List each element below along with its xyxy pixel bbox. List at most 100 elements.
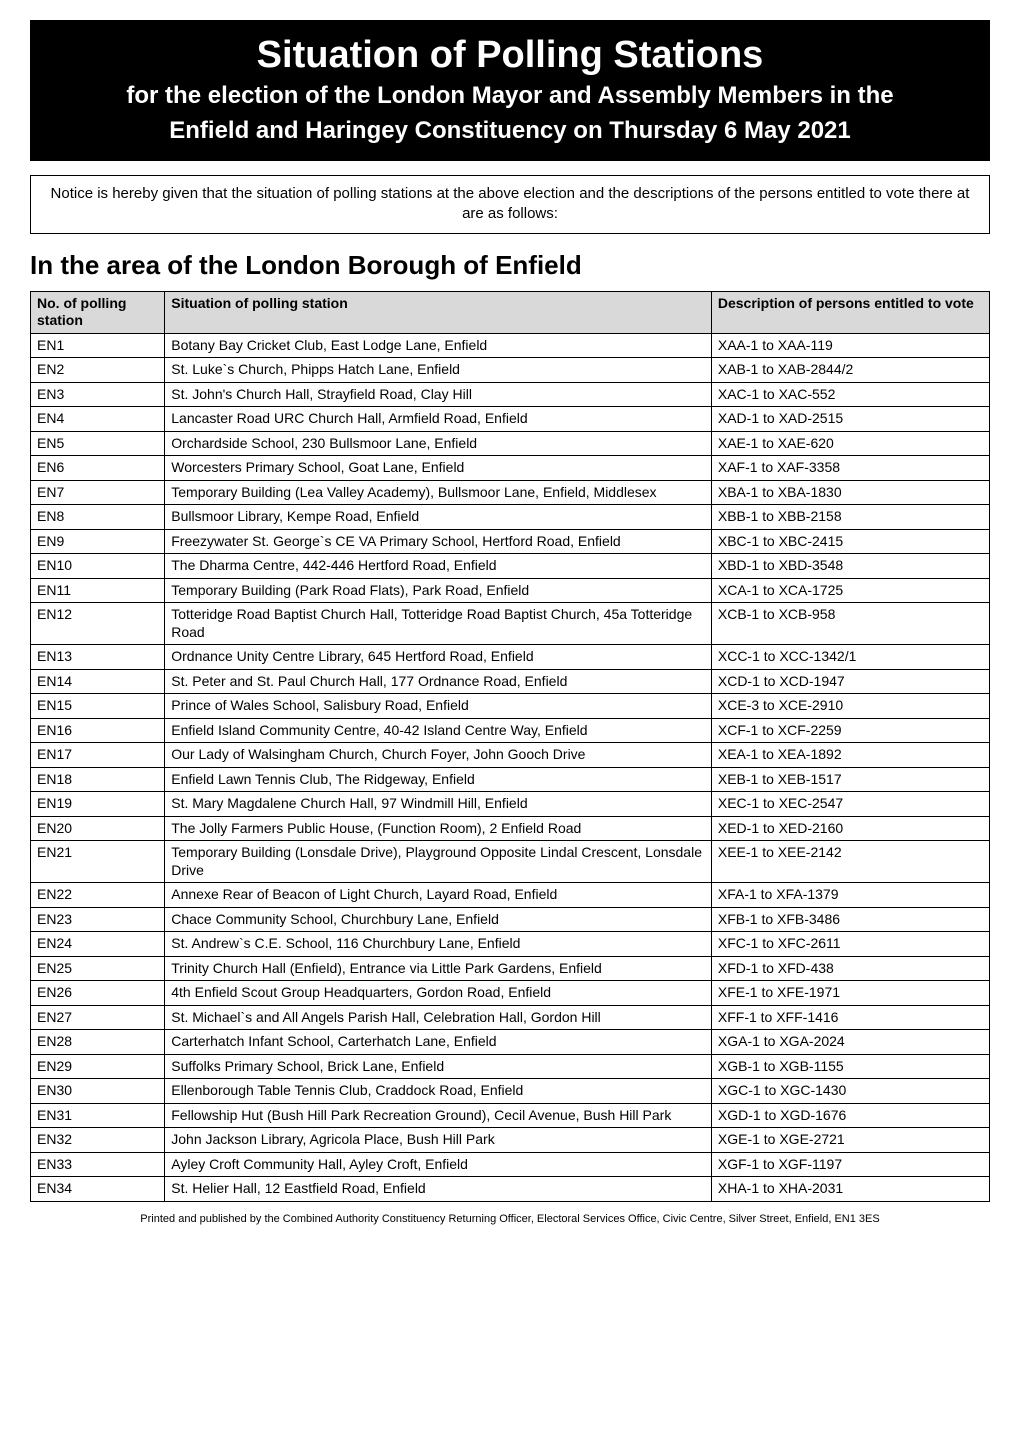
table-cell: EN29 xyxy=(31,1054,165,1079)
footer-text: Printed and published by the Combined Au… xyxy=(30,1212,990,1226)
table-cell: XGE-1 to XGE-2721 xyxy=(711,1128,989,1153)
table-row: EN10The Dharma Centre, 442-446 Hertford … xyxy=(31,554,990,579)
table-row: EN18Enfield Lawn Tennis Club, The Ridgew… xyxy=(31,767,990,792)
table-cell: EN3 xyxy=(31,382,165,407)
table-row: EN32John Jackson Library, Agricola Place… xyxy=(31,1128,990,1153)
table-cell: XAF-1 to XAF-3358 xyxy=(711,456,989,481)
table-cell: XGD-1 to XGD-1676 xyxy=(711,1103,989,1128)
table-cell: XGC-1 to XGC-1430 xyxy=(711,1079,989,1104)
table-row: EN14St. Peter and St. Paul Church Hall, … xyxy=(31,669,990,694)
table-cell: John Jackson Library, Agricola Place, Bu… xyxy=(165,1128,712,1153)
table-cell: Chace Community School, Churchbury Lane,… xyxy=(165,907,712,932)
table-cell: Ayley Croft Community Hall, Ayley Croft,… xyxy=(165,1152,712,1177)
table-cell: XBB-1 to XBB-2158 xyxy=(711,505,989,530)
table-cell: XCD-1 to XCD-1947 xyxy=(711,669,989,694)
table-cell: EN24 xyxy=(31,932,165,957)
table-cell: Bullsmoor Library, Kempe Road, Enfield xyxy=(165,505,712,530)
table-cell: XFC-1 to XFC-2611 xyxy=(711,932,989,957)
table-row: EN9Freezywater St. George`s CE VA Primar… xyxy=(31,529,990,554)
table-row: EN16Enfield Island Community Centre, 40-… xyxy=(31,718,990,743)
table-row: EN22Annexe Rear of Beacon of Light Churc… xyxy=(31,883,990,908)
table-cell: EN17 xyxy=(31,743,165,768)
section-heading: In the area of the London Borough of Enf… xyxy=(30,250,990,281)
col-header-situation: Situation of polling station xyxy=(165,291,712,333)
table-row: EN4Lancaster Road URC Church Hall, Armfi… xyxy=(31,407,990,432)
table-cell: XHA-1 to XHA-2031 xyxy=(711,1177,989,1202)
table-cell: Ordnance Unity Centre Library, 645 Hertf… xyxy=(165,645,712,670)
table-cell: The Jolly Farmers Public House, (Functio… xyxy=(165,816,712,841)
table-cell: XFA-1 to XFA-1379 xyxy=(711,883,989,908)
table-cell: St. Mary Magdalene Church Hall, 97 Windm… xyxy=(165,792,712,817)
table-cell: Botany Bay Cricket Club, East Lodge Lane… xyxy=(165,333,712,358)
table-cell: EN13 xyxy=(31,645,165,670)
table-cell: XFB-1 to XFB-3486 xyxy=(711,907,989,932)
page-subtitle: for the election of the London Mayor and… xyxy=(50,81,970,111)
table-row: EN6Worcesters Primary School, Goat Lane,… xyxy=(31,456,990,481)
table-cell: EN22 xyxy=(31,883,165,908)
table-cell: EN26 xyxy=(31,981,165,1006)
table-row: EN28Carterhatch Infant School, Carterhat… xyxy=(31,1030,990,1055)
table-cell: St. John's Church Hall, Strayfield Road,… xyxy=(165,382,712,407)
table-row: EN31Fellowship Hut (Bush Hill Park Recre… xyxy=(31,1103,990,1128)
table-row: EN21Temporary Building (Lonsdale Drive),… xyxy=(31,841,990,883)
table-row: EN12Totteridge Road Baptist Church Hall,… xyxy=(31,603,990,645)
table-cell: St. Peter and St. Paul Church Hall, 177 … xyxy=(165,669,712,694)
table-row: EN24St. Andrew`s C.E. School, 116 Church… xyxy=(31,932,990,957)
table-row: EN7Temporary Building (Lea Valley Academ… xyxy=(31,480,990,505)
table-cell: XCA-1 to XCA-1725 xyxy=(711,578,989,603)
table-cell: Totteridge Road Baptist Church Hall, Tot… xyxy=(165,603,712,645)
table-cell: EN31 xyxy=(31,1103,165,1128)
table-cell: EN28 xyxy=(31,1030,165,1055)
table-row: EN5Orchardside School, 230 Bullsmoor Lan… xyxy=(31,431,990,456)
table-cell: XFD-1 to XFD-438 xyxy=(711,956,989,981)
table-cell: EN19 xyxy=(31,792,165,817)
table-cell: XFE-1 to XFE-1971 xyxy=(711,981,989,1006)
table-cell: XBC-1 to XBC-2415 xyxy=(711,529,989,554)
table-cell: XCC-1 to XCC-1342/1 xyxy=(711,645,989,670)
table-cell: EN4 xyxy=(31,407,165,432)
page-title: Situation of Polling Stations xyxy=(50,34,970,77)
table-cell: EN20 xyxy=(31,816,165,841)
table-cell: EN15 xyxy=(31,694,165,719)
header-block: Situation of Polling Stations for the el… xyxy=(30,20,990,161)
table-cell: XGA-1 to XGA-2024 xyxy=(711,1030,989,1055)
table-cell: EN33 xyxy=(31,1152,165,1177)
table-cell: Ellenborough Table Tennis Club, Craddock… xyxy=(165,1079,712,1104)
notice-text: Notice is hereby given that the situatio… xyxy=(51,185,970,222)
table-cell: EN12 xyxy=(31,603,165,645)
table-row: EN8Bullsmoor Library, Kempe Road, Enfiel… xyxy=(31,505,990,530)
table-cell: EN11 xyxy=(31,578,165,603)
table-cell: EN23 xyxy=(31,907,165,932)
table-cell: The Dharma Centre, 442-446 Hertford Road… xyxy=(165,554,712,579)
table-row: EN20The Jolly Farmers Public House, (Fun… xyxy=(31,816,990,841)
col-header-station-no: No. of polling station xyxy=(31,291,165,333)
table-cell: EN2 xyxy=(31,358,165,383)
table-cell: EN8 xyxy=(31,505,165,530)
table-cell: EN25 xyxy=(31,956,165,981)
table-row: EN13Ordnance Unity Centre Library, 645 H… xyxy=(31,645,990,670)
table-cell: Our Lady of Walsingham Church, Church Fo… xyxy=(165,743,712,768)
table-cell: Temporary Building (Lea Valley Academy),… xyxy=(165,480,712,505)
table-cell: Lancaster Road URC Church Hall, Armfield… xyxy=(165,407,712,432)
polling-station-table: No. of polling station Situation of poll… xyxy=(30,291,990,1202)
table-cell: EN18 xyxy=(31,767,165,792)
table-cell: Fellowship Hut (Bush Hill Park Recreatio… xyxy=(165,1103,712,1128)
table-cell: Enfield Island Community Centre, 40-42 I… xyxy=(165,718,712,743)
table-cell: EN7 xyxy=(31,480,165,505)
table-cell: St. Andrew`s C.E. School, 116 Churchbury… xyxy=(165,932,712,957)
table-cell: 4th Enfield Scout Group Headquarters, Go… xyxy=(165,981,712,1006)
table-cell: Annexe Rear of Beacon of Light Church, L… xyxy=(165,883,712,908)
table-cell: XGB-1 to XGB-1155 xyxy=(711,1054,989,1079)
table-cell: Enfield Lawn Tennis Club, The Ridgeway, … xyxy=(165,767,712,792)
table-cell: EN10 xyxy=(31,554,165,579)
table-cell: St. Michael`s and All Angels Parish Hall… xyxy=(165,1005,712,1030)
table-row: EN25Trinity Church Hall (Enfield), Entra… xyxy=(31,956,990,981)
table-cell: EN5 xyxy=(31,431,165,456)
table-cell: Temporary Building (Park Road Flats), Pa… xyxy=(165,578,712,603)
table-cell: XEB-1 to XEB-1517 xyxy=(711,767,989,792)
notice-box: Notice is hereby given that the situatio… xyxy=(30,175,990,234)
table-cell: Trinity Church Hall (Enfield), Entrance … xyxy=(165,956,712,981)
table-cell: EN16 xyxy=(31,718,165,743)
table-cell: EN32 xyxy=(31,1128,165,1153)
table-cell: Orchardside School, 230 Bullsmoor Lane, … xyxy=(165,431,712,456)
